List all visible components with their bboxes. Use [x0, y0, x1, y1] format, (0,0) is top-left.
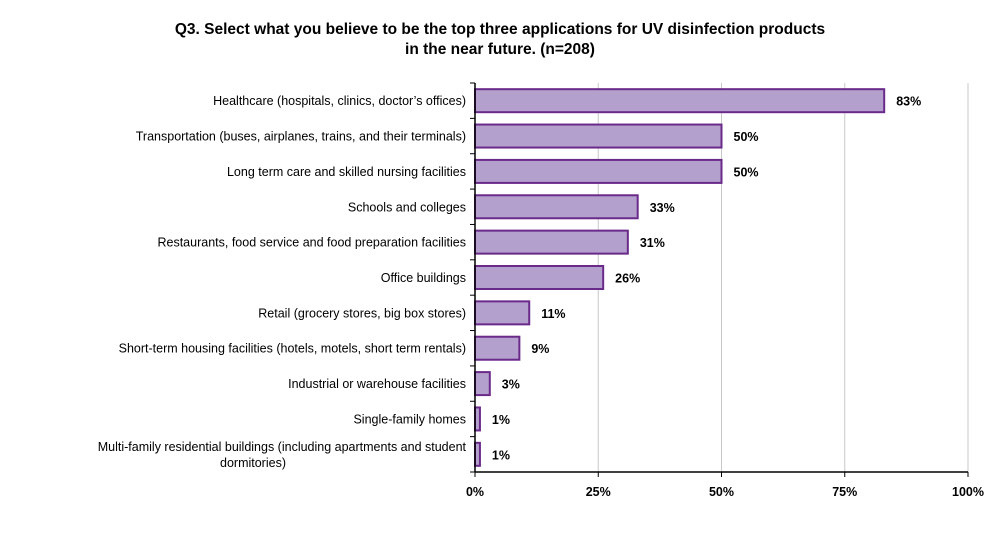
chart-title-line-2: in the near future. (n=208) — [405, 41, 595, 58]
data-label: 11% — [541, 307, 565, 321]
category-label: Industrial or warehouse facilities — [288, 377, 466, 391]
x-tick-label: 0% — [466, 485, 484, 499]
axes — [470, 82, 969, 477]
chart-title-line-1: Q3. Select what you believe to be the to… — [174, 21, 826, 38]
bar — [474, 371, 491, 397]
chart-title: Q3. Select what you believe to be the to… — [0, 20, 1000, 60]
data-label: 9% — [531, 342, 549, 356]
data-label: 3% — [502, 378, 520, 392]
x-tick-label: 50% — [709, 485, 734, 499]
labels: Healthcare (hospitals, clinics, doctor’s… — [98, 94, 984, 499]
data-label: 1% — [492, 448, 510, 462]
category-label: Healthcare (hospitals, clinics, doctor’s… — [213, 94, 466, 108]
x-tick-label: 25% — [586, 485, 611, 499]
bar — [474, 335, 521, 361]
category-label: Transportation (buses, airplanes, trains… — [136, 130, 466, 144]
data-label: 1% — [492, 413, 510, 427]
data-label: 50% — [734, 165, 759, 179]
category-label: Schools and colleges — [348, 200, 466, 214]
data-label: 83% — [896, 95, 921, 109]
x-tick-label: 75% — [832, 485, 857, 499]
category-label: Retail (grocery stores, big box stores) — [258, 306, 466, 320]
bar — [474, 158, 723, 184]
category-label: Restaurants, food service and food prepa… — [157, 236, 466, 250]
bar — [474, 300, 531, 326]
category-label: Office buildings — [381, 271, 466, 285]
category-label: Short-term housing facilities (hotels, m… — [119, 342, 466, 356]
bar — [474, 88, 886, 114]
bar — [474, 229, 629, 255]
category-label: Single-family homes — [353, 412, 466, 426]
x-tick-label: 100% — [952, 485, 984, 499]
data-label: 50% — [734, 130, 759, 144]
data-label: 33% — [650, 201, 675, 215]
data-label: 26% — [615, 272, 640, 286]
bar — [474, 194, 639, 220]
category-label-continued: dormitories) — [220, 456, 286, 470]
bars — [474, 88, 886, 467]
category-label: Long term care and skilled nursing facil… — [227, 165, 466, 179]
data-label: 31% — [640, 236, 665, 250]
category-label: Multi-family residential buildings (incl… — [98, 440, 467, 454]
bar — [474, 123, 723, 149]
bar — [474, 265, 605, 290]
